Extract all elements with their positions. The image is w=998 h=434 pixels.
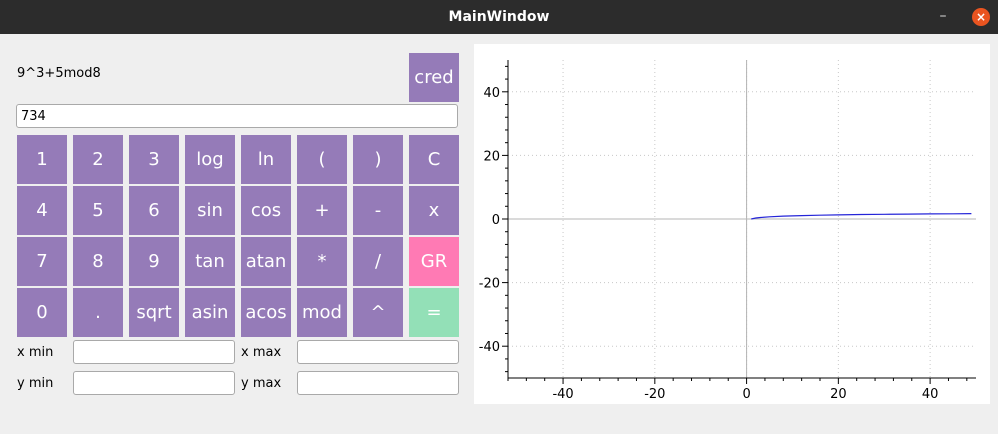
key-log-button[interactable]: log xyxy=(185,135,235,184)
key-ln-button[interactable]: ln xyxy=(241,135,291,184)
y-max-field[interactable] xyxy=(297,371,459,395)
key-2-button[interactable]: 2 xyxy=(73,135,123,184)
y-tick-label: 20 xyxy=(483,149,500,164)
key-clear-button[interactable]: C xyxy=(409,135,459,184)
key-sqrt-button[interactable]: sqrt xyxy=(129,288,179,337)
x-max-field[interactable] xyxy=(297,340,459,364)
x-min-field[interactable] xyxy=(73,340,235,364)
y-tick-label: -20 xyxy=(479,277,500,292)
key-0-button[interactable]: 0 xyxy=(17,288,67,337)
key-asin-button[interactable]: asin xyxy=(185,288,235,337)
y-tick-label: 0 xyxy=(492,213,500,228)
x-tick-label: 20 xyxy=(830,387,847,402)
y-min-field[interactable] xyxy=(73,371,235,395)
x-tick-label: -20 xyxy=(644,387,665,402)
key-acos-button[interactable]: acos xyxy=(241,288,291,337)
x-tick-label: 40 xyxy=(922,387,939,402)
x-tick-label: 0 xyxy=(742,387,750,402)
y-tick-label: -40 xyxy=(479,340,500,355)
cred-button[interactable]: cred xyxy=(409,53,459,102)
key-8-button[interactable]: 8 xyxy=(73,237,123,286)
y-max-label: y max xyxy=(241,376,282,391)
key-mod-button[interactable]: mod xyxy=(297,288,347,337)
key-variable-x-button[interactable]: x xyxy=(409,186,459,235)
x-tick-label: -40 xyxy=(552,387,573,402)
key-4-button[interactable]: 4 xyxy=(17,186,67,235)
key-equals-button[interactable]: = xyxy=(409,288,459,337)
key-graph-button[interactable]: GR xyxy=(409,237,459,286)
expression-label: 9^3+5mod8 xyxy=(17,66,101,81)
x-max-label: x max xyxy=(241,345,282,360)
result-field[interactable]: 734 xyxy=(16,104,458,128)
key-divide-button[interactable]: / xyxy=(353,237,403,286)
key-1-button[interactable]: 1 xyxy=(17,135,67,184)
x-min-label: x min xyxy=(17,345,54,360)
y-min-label: y min xyxy=(17,376,54,391)
key-plus-button[interactable]: + xyxy=(297,186,347,235)
title-bar: MainWindow – × xyxy=(0,0,998,34)
close-icon[interactable]: × xyxy=(972,8,990,26)
key-multiply-button[interactable]: * xyxy=(297,237,347,286)
key-9-button[interactable]: 9 xyxy=(129,237,179,286)
key-3-button[interactable]: 3 xyxy=(129,135,179,184)
key-minus-button[interactable]: - xyxy=(353,186,403,235)
key-atan-button[interactable]: atan xyxy=(241,237,291,286)
window-title: MainWindow xyxy=(448,9,550,25)
key-sin-button[interactable]: sin xyxy=(185,186,235,235)
minimize-icon[interactable]: – xyxy=(939,8,947,24)
key-6-button[interactable]: 6 xyxy=(129,186,179,235)
graph-panel: -40 -20 0 20 40 -40 -20 0 20 40 xyxy=(474,44,990,404)
y-tick-label: 40 xyxy=(483,86,500,101)
key-tan-button[interactable]: tan xyxy=(185,237,235,286)
graph-chart: -40 -20 0 20 40 -40 -20 0 20 40 xyxy=(479,60,976,402)
key-7-button[interactable]: 7 xyxy=(17,237,67,286)
key-close-paren-button[interactable]: ) xyxy=(353,135,403,184)
key-open-paren-button[interactable]: ( xyxy=(297,135,347,184)
series-line xyxy=(751,213,972,220)
key-decimal-button[interactable]: . xyxy=(73,288,123,337)
key-cos-button[interactable]: cos xyxy=(241,186,291,235)
key-power-button[interactable]: ^ xyxy=(353,288,403,337)
key-5-button[interactable]: 5 xyxy=(73,186,123,235)
